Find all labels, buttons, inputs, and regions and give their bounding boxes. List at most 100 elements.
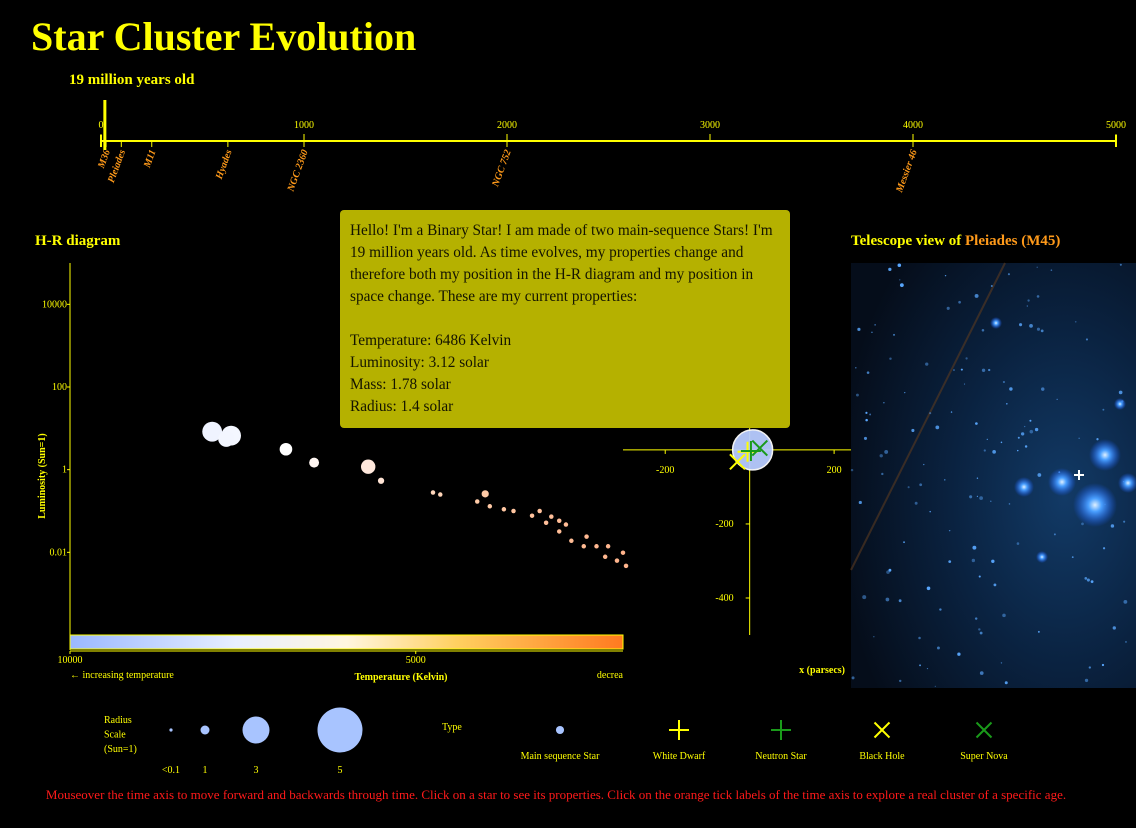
field-star (978, 628, 981, 631)
cluster-label[interactable]: M11 (142, 148, 159, 170)
field-star (1123, 520, 1126, 523)
star[interactable] (361, 459, 376, 474)
star[interactable] (594, 544, 599, 549)
field-star (981, 368, 986, 373)
field-star (926, 667, 929, 670)
field-star (979, 631, 983, 635)
field-star (976, 495, 979, 498)
field-star (963, 383, 966, 385)
y-tick-label: 1 (62, 465, 67, 476)
cluster-label[interactable]: NGC 752 (490, 148, 514, 189)
field-star (1084, 678, 1089, 683)
star[interactable] (563, 522, 569, 527)
field-star (929, 412, 932, 415)
x-tick-label: 5000 (406, 655, 426, 666)
star[interactable] (584, 534, 589, 539)
super-nova[interactable] (751, 439, 769, 457)
cluster-label[interactable]: Hyades (214, 148, 235, 182)
star[interactable] (620, 550, 626, 555)
field-star (1027, 299, 1030, 302)
field-star (898, 599, 902, 603)
radius-label: <0.1 (162, 765, 180, 776)
field-star (939, 608, 942, 611)
field-star (874, 324, 876, 326)
star[interactable] (377, 477, 385, 484)
tooltip-intro: Hello! I'm a Binary Star! I am made of t… (350, 222, 773, 305)
field-star (1102, 547, 1106, 550)
field-star (991, 559, 995, 563)
field-star (851, 676, 855, 680)
field-star (897, 263, 902, 268)
star[interactable] (511, 508, 516, 514)
star[interactable] (438, 492, 443, 497)
star[interactable] (543, 520, 549, 525)
star[interactable] (487, 504, 493, 509)
neutron-star[interactable] (771, 720, 791, 740)
field-star (1036, 295, 1040, 298)
field-star (925, 362, 929, 366)
star[interactable] (623, 563, 629, 569)
field-star (992, 449, 996, 454)
star[interactable] (537, 508, 542, 514)
field-star (1000, 662, 1003, 664)
star[interactable] (581, 544, 587, 549)
main-sequence-star[interactable] (731, 429, 774, 471)
field-star (923, 463, 925, 466)
black-hole[interactable] (729, 453, 746, 470)
black-hole[interactable] (873, 721, 891, 739)
star[interactable] (556, 529, 562, 534)
star[interactable] (309, 457, 320, 468)
star[interactable] (605, 544, 611, 549)
star[interactable] (481, 490, 489, 498)
field-star (979, 496, 983, 500)
field-star (886, 570, 890, 574)
x-axis-label: Temperature (Kelvin) (354, 672, 447, 683)
cluster-label[interactable]: Messier 46 (894, 148, 920, 195)
star[interactable] (279, 442, 293, 456)
white-dwarf[interactable] (669, 720, 689, 740)
field-star (884, 449, 889, 454)
field-star (871, 331, 873, 334)
y-tick-label: 100 (52, 382, 67, 393)
field-star (978, 575, 981, 578)
field-star (1029, 429, 1034, 434)
star[interactable] (202, 421, 223, 442)
bright-star (1073, 483, 1117, 527)
field-star (865, 411, 868, 414)
bright-star (1036, 551, 1048, 563)
field-star (990, 285, 993, 288)
field-star (899, 283, 904, 288)
star[interactable] (602, 554, 608, 560)
tick-label: 2000 (497, 120, 517, 131)
radius-swatch (200, 725, 210, 735)
field-star (873, 635, 875, 638)
cluster-label[interactable]: NGC 2360 (285, 148, 311, 194)
field-star (1085, 338, 1089, 341)
field-star (1040, 329, 1044, 333)
star[interactable] (529, 513, 535, 518)
star[interactable] (556, 518, 562, 524)
field-star (883, 402, 885, 404)
field-star (914, 501, 918, 505)
star[interactable] (218, 430, 235, 447)
main-sequence-star[interactable] (555, 725, 565, 735)
super-nova[interactable] (975, 721, 993, 739)
star[interactable] (569, 538, 574, 544)
field-star (979, 671, 984, 675)
field-star (907, 486, 910, 489)
bright-star (1089, 439, 1121, 471)
field-star (904, 391, 906, 394)
field-star (1101, 663, 1105, 667)
radius-swatch (169, 728, 173, 732)
star[interactable] (549, 514, 554, 519)
star[interactable] (430, 490, 436, 495)
bright-star (1118, 473, 1136, 493)
field-star (857, 327, 861, 331)
field-star (935, 425, 940, 430)
star[interactable] (614, 558, 620, 563)
field-star (957, 652, 961, 656)
star[interactable] (501, 507, 507, 512)
star[interactable] (474, 499, 480, 504)
